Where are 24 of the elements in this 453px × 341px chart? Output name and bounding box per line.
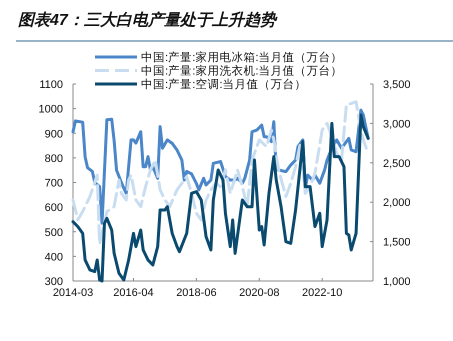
legend-label: 中国:产量:家用电冰箱:当月值（万台）: [141, 50, 343, 64]
y-tick-label: 300: [44, 276, 63, 288]
y2-tick-label: 2,500: [383, 158, 411, 170]
y-tick-label: 1000: [38, 104, 63, 116]
x-tick-label: 2022-10: [302, 287, 342, 299]
x-tick-label: 2018-06: [176, 287, 217, 299]
y-tick-label: 700: [44, 178, 63, 190]
legend-label: 中国:产量:家用洗衣机:当月值（万台）: [141, 64, 343, 78]
y-tick-label: 500: [44, 226, 63, 239]
chart-title: 图表47：三大白电产量处于上升趋势: [18, 11, 278, 29]
y-tick-label: 400: [44, 251, 63, 264]
y-tick-label: 1100: [39, 79, 63, 91]
x-tick-label: 2020-08: [239, 287, 280, 299]
y2-tick-label: 3,000: [383, 118, 411, 130]
y2-tick-label: 3,500: [383, 79, 411, 91]
legend-label: 中国:产量:空调:当月值（万台）: [141, 77, 307, 91]
y2-tick-label: 1,000: [383, 276, 411, 288]
x-tick-label: 2016-04: [113, 287, 154, 299]
y-tick-label: 900: [44, 128, 63, 140]
x-tick-label: 2014-03: [52, 287, 94, 299]
y2-tick-label: 1,500: [383, 236, 411, 249]
y-tick-label: 600: [44, 202, 63, 214]
y-tick-label: 800: [44, 152, 63, 165]
y2-tick-label: 2,000: [383, 197, 411, 210]
